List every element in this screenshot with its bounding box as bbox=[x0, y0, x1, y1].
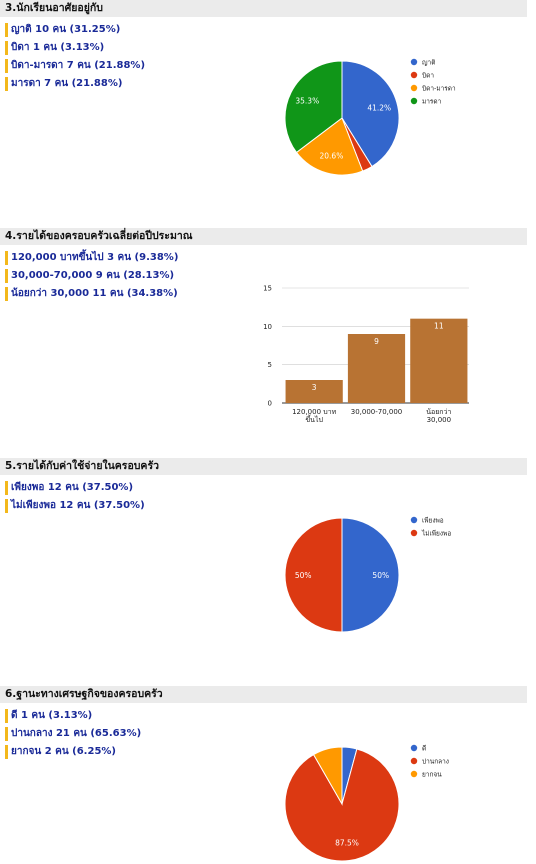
pie-slice bbox=[295, 117, 364, 176]
legend-entry: มารดา bbox=[422, 98, 442, 106]
bar bbox=[285, 380, 343, 403]
legend-entry: ปานกลาง bbox=[422, 758, 449, 766]
section-title: 3.นักเรียนอาศัยอยู่กับ bbox=[0, 0, 527, 17]
x-tick-label: 30,000 bbox=[427, 416, 452, 424]
list-item: บิดา-มารดา 7 คน (21.88%) bbox=[5, 59, 145, 73]
bar-data-label: 9 bbox=[374, 337, 379, 346]
slice-label: 50% bbox=[372, 571, 389, 580]
legend-entry: ยากจน bbox=[422, 771, 442, 779]
legend-marker bbox=[410, 71, 418, 79]
list-item: มารดา 7 คน (21.88%) bbox=[5, 77, 122, 91]
slice-label: 50% bbox=[295, 571, 312, 580]
legend-entry: บิดา bbox=[422, 72, 434, 80]
legend-entry: เพียงพอ bbox=[422, 517, 444, 525]
list-item: ยากจน 2 คน (6.25%) bbox=[5, 745, 116, 759]
list-item: ดี 1 คน (3.13%) bbox=[5, 709, 92, 723]
pie-slice bbox=[312, 746, 343, 806]
bar bbox=[410, 318, 468, 403]
bar-data-label: 3 bbox=[312, 383, 317, 392]
x-tick-label: น้อยกว่า bbox=[426, 408, 451, 416]
y-tick-label: 5 bbox=[268, 361, 272, 369]
legend-marker bbox=[410, 529, 418, 537]
y-tick-label: 0 bbox=[268, 400, 272, 408]
list-item: 30,000-70,000 9 คน (28.13%) bbox=[5, 269, 174, 283]
slice-label: 20.6% bbox=[320, 151, 344, 160]
legend-marker bbox=[410, 516, 418, 524]
legend-entry: ดี bbox=[422, 745, 426, 753]
pie-slice bbox=[284, 517, 343, 633]
section-title: 5.รายได้กับค่าใช้จ่ายในครอบครัว bbox=[0, 458, 527, 475]
bar bbox=[347, 334, 406, 403]
list-item: 120,000 บาทขึ้นไป 3 คน (9.38%) bbox=[5, 251, 178, 265]
legend-marker bbox=[410, 744, 418, 752]
list-item: ปานกลาง 21 คน (65.63%) bbox=[5, 727, 141, 741]
list-item: บิดา 1 คน (3.13%) bbox=[5, 41, 104, 55]
legend-marker bbox=[410, 58, 418, 66]
y-tick-label: 10 bbox=[263, 323, 272, 331]
slice-label: 87.5% bbox=[335, 838, 359, 847]
slice-label: 35.3% bbox=[295, 97, 319, 106]
list-item: ไม่เพียงพอ 12 คน (37.50%) bbox=[5, 499, 145, 513]
list-item: น้อยกว่า 30,000 11 คน (34.38%) bbox=[5, 287, 178, 301]
legend-entry: ญาติ bbox=[422, 59, 435, 67]
x-tick-label: ขึ้นไป bbox=[305, 413, 323, 424]
x-tick-label: 30,000-70,000 bbox=[351, 408, 403, 416]
legend-entry: บิดา-มารดา bbox=[422, 85, 456, 93]
pie-slice bbox=[284, 60, 343, 154]
section-title: 6.ฐานะทางเศรษฐกิจของครอบครัว bbox=[0, 686, 527, 703]
list-item: ญาติ 10 คน (31.25%) bbox=[5, 23, 120, 37]
x-tick-label: 120,000 บาท bbox=[292, 408, 337, 416]
legend-marker bbox=[410, 84, 418, 92]
legend-marker bbox=[410, 97, 418, 105]
y-tick-label: 15 bbox=[263, 285, 272, 293]
legend-entry: ไม่เพียงพอ bbox=[421, 530, 451, 538]
slice-label: 41.2% bbox=[367, 103, 391, 112]
pie-slice bbox=[341, 517, 400, 633]
legend-marker bbox=[410, 770, 418, 778]
section-title: 4.รายได้ของครอบครัวเฉลี่ยต่อปีประมาณ bbox=[0, 228, 527, 245]
bar-data-label: 11 bbox=[434, 322, 444, 331]
list-item: เพียงพอ 12 คน (37.50%) bbox=[5, 481, 133, 495]
legend-marker bbox=[410, 757, 418, 765]
